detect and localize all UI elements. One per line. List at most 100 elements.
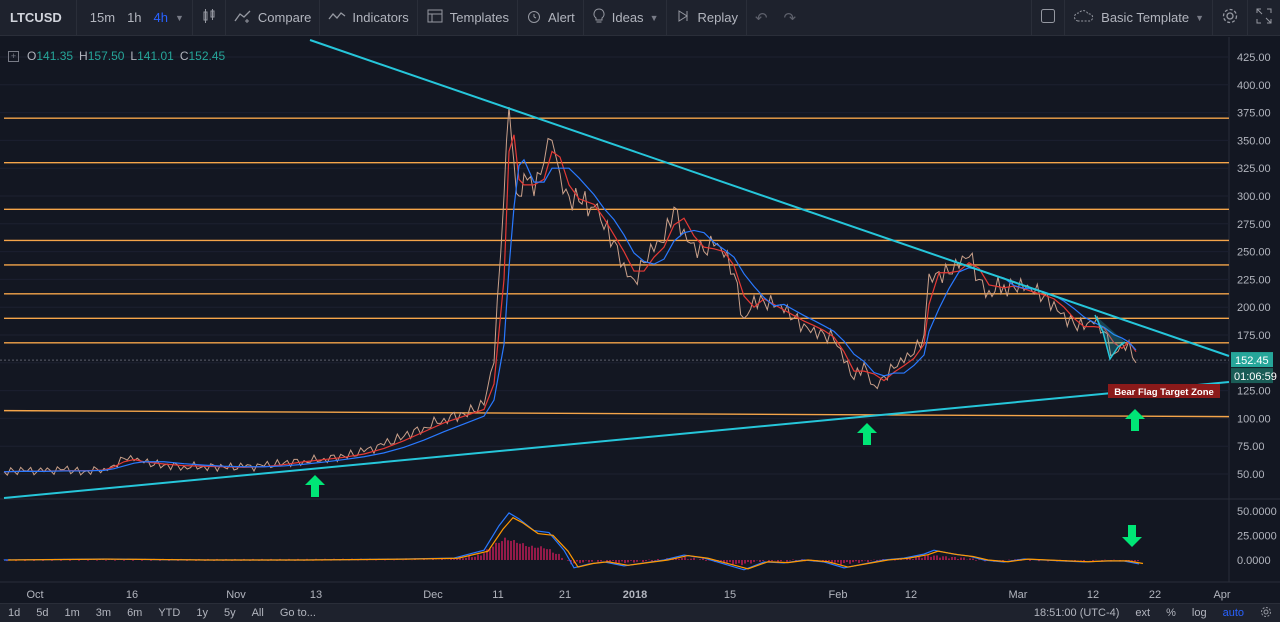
replay-label: Replay xyxy=(697,10,738,25)
range-ytd[interactable]: YTD xyxy=(158,607,181,619)
indicators-icon xyxy=(328,8,346,28)
open-value: 141.35 xyxy=(36,49,74,63)
ext-toggle[interactable]: ext xyxy=(1135,607,1151,619)
chart-background xyxy=(0,37,1280,603)
gear-icon[interactable] xyxy=(1252,606,1280,621)
time-axis-label: Feb xyxy=(829,589,848,601)
price-axis-label: 350.00 xyxy=(1237,135,1271,147)
chart-type-button[interactable] xyxy=(193,0,225,36)
price-badge xyxy=(1231,352,1273,368)
target-zone-label: Bear Flag Target Zone xyxy=(1114,387,1214,398)
oscillator-pane xyxy=(3,512,1144,571)
auto-toggle[interactable]: auto xyxy=(1222,607,1244,619)
high-label: H xyxy=(79,49,88,63)
oscillator-signal-line xyxy=(7,516,1144,570)
divider xyxy=(191,0,193,36)
open-label: O xyxy=(27,49,37,63)
range-6m[interactable]: 6m xyxy=(127,607,143,619)
redo-button[interactable]: ↷ xyxy=(776,0,805,36)
chart-area[interactable]: 425.00 400.00 375.00 350.00 325.00 300.00 275.… xyxy=(0,37,1280,603)
horizontal-level-line xyxy=(3,409,1230,418)
alert-label: Alert xyxy=(548,10,575,25)
divider xyxy=(319,0,321,36)
price-axis-label: 250.00 xyxy=(1237,247,1271,259)
lower-trendline xyxy=(3,381,1230,499)
price-axis-label: 300.00 xyxy=(1237,191,1271,203)
layout-button[interactable] xyxy=(1032,0,1064,36)
templates-button[interactable]: Templates xyxy=(418,0,517,36)
price-axis-label: 425.00 xyxy=(1237,52,1271,64)
undo-icon: ↶ xyxy=(754,9,768,27)
annotations: Bear Flag Target Zone xyxy=(305,384,1220,547)
templates-icon xyxy=(426,8,444,28)
time-axis-label: Dec xyxy=(423,589,443,601)
timeframe-1h[interactable]: 1h xyxy=(127,10,142,25)
compare-label: Compare xyxy=(257,10,312,25)
oscillator-axis[interactable]: 50.0000 25.0000 0.0000 xyxy=(1237,506,1277,567)
settings-button[interactable] xyxy=(1213,0,1247,36)
time-axis-label: 15 xyxy=(724,589,736,601)
percent-toggle[interactable]: % xyxy=(1166,607,1176,619)
ma-fast-line xyxy=(3,134,1137,473)
fullscreen-button[interactable] xyxy=(1248,0,1280,36)
ohlc-legend: + O141.35 H157.50 L141.01 C152.45 xyxy=(8,49,225,63)
replay-icon xyxy=(675,8,691,28)
clock-time[interactable]: 18:51:00 (UTC-4) xyxy=(1033,607,1120,619)
range-5d[interactable]: 5d xyxy=(36,607,49,619)
price-candles xyxy=(3,106,1137,476)
time-axis-label: Mar xyxy=(1009,589,1028,601)
bottom-bar-right: 18:51:00 (UTC-4) ext % log auto xyxy=(1026,606,1280,621)
divider xyxy=(582,0,584,36)
top-toolbar: LTCUSD 15m 1h 4h ▼ Compare Indicators Te… xyxy=(0,0,1280,36)
log-toggle[interactable]: log xyxy=(1191,607,1207,619)
range-all[interactable]: All xyxy=(251,607,264,619)
up-arrow-icon xyxy=(305,475,325,497)
range-1d[interactable]: 1d xyxy=(8,607,21,619)
close-value: 152.45 xyxy=(188,49,226,63)
range-5y[interactable]: 5y xyxy=(223,607,236,619)
plus-icon[interactable]: + xyxy=(8,50,19,62)
replay-button[interactable]: Replay xyxy=(667,0,745,36)
divider xyxy=(517,0,519,36)
divider xyxy=(1064,0,1066,36)
time-axis-label: 12 xyxy=(1087,589,1099,601)
range-1y[interactable]: 1y xyxy=(196,607,208,619)
time-axis-label: Oct xyxy=(26,589,43,601)
ideas-button[interactable]: Ideas ▼ xyxy=(584,0,667,36)
compare-icon xyxy=(234,8,252,28)
up-arrow-icon xyxy=(1125,409,1145,431)
timeframe-group: 15m 1h 4h ▼ xyxy=(77,0,192,36)
goto-button[interactable]: Go to... xyxy=(279,607,316,619)
price-axis-label: 375.00 xyxy=(1237,108,1271,120)
candles-icon xyxy=(201,8,217,28)
template-name: Basic Template xyxy=(1101,10,1190,25)
alert-button[interactable]: Alert xyxy=(518,0,583,36)
divider xyxy=(1212,0,1213,36)
redo-icon: ↷ xyxy=(783,9,797,27)
price-axis[interactable]: 425.00 400.00 375.00 350.00 325.00 300.00 275.… xyxy=(1231,52,1277,481)
range-1m[interactable]: 1m xyxy=(64,607,80,619)
down-arrow-icon xyxy=(1122,525,1142,547)
price-axis-label: 325.00 xyxy=(1237,163,1271,175)
cloud-icon xyxy=(1073,9,1095,26)
time-axis[interactable]: Oct 16 Nov 13 Dec 11 21 2018 15 Feb 12 Mar 12 22 Apr xyxy=(26,589,1230,601)
divider xyxy=(224,0,226,36)
indicators-button[interactable]: Indicators xyxy=(320,0,416,36)
timeframe-15m[interactable]: 15m xyxy=(89,10,116,25)
trendlines[interactable] xyxy=(3,39,1230,499)
chevron-down-icon[interactable]: ▼ xyxy=(175,12,184,23)
chevron-down-icon[interactable]: ▼ xyxy=(649,12,659,23)
price-axis-label: 175.00 xyxy=(1237,330,1271,342)
range-3m[interactable]: 3m xyxy=(95,607,112,619)
chart-canvas[interactable]: 425.00 400.00 375.00 350.00 325.00 300.00 275.… xyxy=(0,37,1280,603)
symbol-label[interactable]: LTCUSD xyxy=(10,10,62,25)
undo-button[interactable]: ↶ xyxy=(747,0,776,36)
lightbulb-icon xyxy=(592,7,606,28)
templates-label: Templates xyxy=(449,10,510,25)
timeframe-4h[interactable]: 4h xyxy=(153,10,168,25)
compare-button[interactable]: Compare xyxy=(226,0,319,36)
template-selector[interactable]: Basic Template ▼ xyxy=(1065,0,1212,36)
gear-icon xyxy=(1221,7,1239,28)
oscillator-axis-label: 25.0000 xyxy=(1237,531,1277,543)
price-axis-label: 75.00 xyxy=(1237,441,1265,453)
